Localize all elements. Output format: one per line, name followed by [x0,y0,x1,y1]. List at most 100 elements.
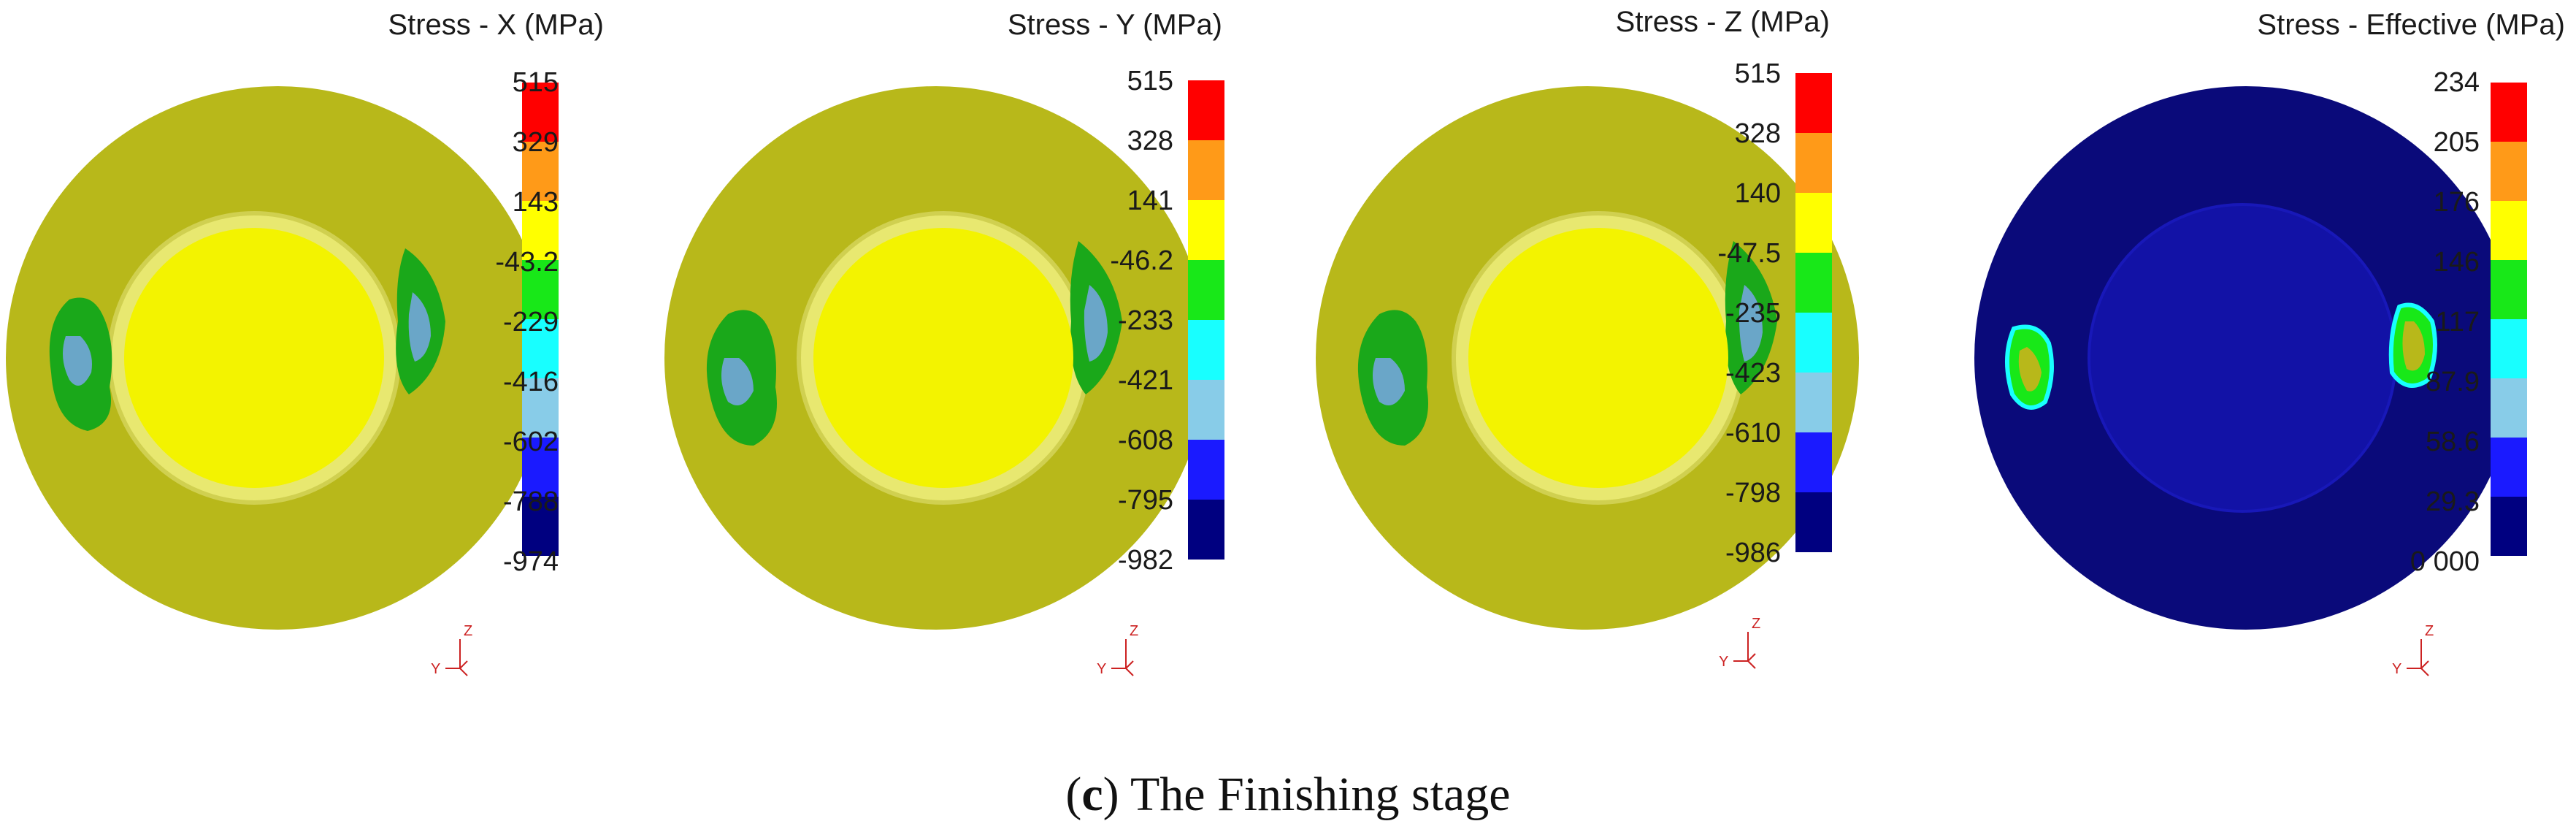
scale-label: -43.2 [495,247,559,278]
scale-label: -416 [502,367,559,397]
panel-title: Stress - X (MPa) [388,9,604,41]
figure-caption: (c) The Finishing stage [1065,768,1511,821]
scale-label: -233 [1117,305,1173,336]
scale-step [522,378,559,438]
color-scale-bar [1188,80,1224,560]
left-cyan-patch [721,358,754,405]
scale-step [2491,378,2527,438]
scale-label: -795 [1117,485,1173,516]
scale-label: -235 [1725,298,1781,329]
scale-step [1795,313,1832,373]
scale-step [2491,142,2527,201]
scale-label: 29.3 [2426,486,2480,517]
scale-label: -46.2 [1110,245,1173,276]
axis-triad-icon: Z Y [2392,623,2434,677]
scale-label: -608 [1117,425,1173,456]
scale-step [1188,320,1224,380]
scale-label: 141 [1127,186,1173,216]
core-circle [813,228,1073,488]
caption-text: The Finishing stage [1130,768,1511,821]
core-circle [1468,228,1728,488]
scale-step [1795,373,1832,432]
scale-label: -788 [502,486,559,517]
scale-step [2491,319,2527,378]
scale-label: -423 [1725,358,1781,389]
scale-step [1188,500,1224,560]
axis-y-label: Y [1097,661,1106,677]
scale-label: 515 [1734,58,1781,89]
scale-step [1188,380,1224,440]
scale-step [522,260,559,319]
scale-step [522,319,559,378]
axis-triad-icon: Z Y [431,623,472,677]
scale-step [1188,80,1224,140]
scale-step [1188,440,1224,500]
scale-label: 58.6 [2426,427,2480,457]
axis-y-label: Y [1719,654,1728,670]
scale-label: -982 [1117,545,1173,576]
scale-step [2491,497,2527,556]
axis-triad-icon: Z Y [1719,616,1760,670]
scale-label: 328 [1127,126,1173,156]
scale-step [522,438,559,497]
scale-label: -610 [1725,418,1781,448]
scale-step [1188,260,1224,320]
scale-step [1795,193,1832,253]
scale-label: -602 [502,427,559,457]
left-hotspot-core [2018,347,2042,392]
scale-step [1188,140,1224,200]
scale-step [2491,260,2527,319]
panel-title: Stress - Y (MPa) [1007,9,1222,41]
scale-step [1795,432,1832,492]
scale-step [1795,133,1832,193]
scale-label: -229 [502,307,559,337]
scale-label: 515 [1127,66,1173,96]
scale-step [2491,438,2527,497]
scale-step [1188,200,1224,260]
right-cyan-patch [408,292,431,362]
axis-z-label: Z [464,623,472,639]
stress-y-panel: Stress - Y (MPa) 515 328 141 -46.2 -233 … [644,0,1288,701]
scale-label: 146 [2433,247,2480,278]
scale-step [1795,73,1832,133]
scale-label: 234 [2433,67,2480,98]
scale-label: -974 [502,546,559,577]
scale-step [522,201,559,260]
caption-letter: c [1081,768,1103,821]
scale-step [1795,253,1832,313]
scale-label: -986 [1725,538,1781,568]
scale-label: 329 [512,127,559,158]
scale-label: 140 [1734,178,1781,209]
panel-title: Stress - Effective (MPa) [2257,9,2565,41]
stress-y-contour-plot [664,86,1208,630]
stress-effective-panel: Stress - Effective (MPa) 234 205 176 146… [1932,0,2576,701]
axis-triad-icon: Z Y [1097,623,1138,677]
stress-x-panel: Stress - X (MPa) 515 329 143 -43.2 -229 … [0,0,644,701]
scale-label: 205 [2433,127,2480,158]
scale-step [1795,492,1832,552]
color-scale-bar [522,83,559,556]
scale-step [522,142,559,201]
axis-z-label: Z [2425,623,2434,639]
stress-x-contour-plot [6,86,549,630]
scale-label: 0 000 [2410,546,2480,577]
core-circle [124,228,384,488]
axis-y-label: Y [2392,661,2401,677]
scale-label: 176 [2433,187,2480,218]
color-scale-bar [2491,83,2527,556]
scale-label: -798 [1725,478,1781,508]
left-cyan-patch [1373,358,1405,405]
scale-step [522,83,559,142]
scale-label: 328 [1734,118,1781,149]
axis-z-label: Z [1752,616,1760,632]
right-cyan-patch [1084,285,1108,362]
right-cyan-patch [1739,285,1763,362]
color-scale-bar [1795,73,1832,552]
scale-label: -47.5 [1717,238,1781,269]
panel-title: Stress - Z (MPa) [1615,6,1830,38]
inner-disc [2088,203,2397,513]
left-cyan-patch [63,336,92,386]
right-hotspot-core [2402,321,2425,371]
scale-label: 143 [512,187,559,218]
stress-effective-contour-plot [1974,86,2518,630]
